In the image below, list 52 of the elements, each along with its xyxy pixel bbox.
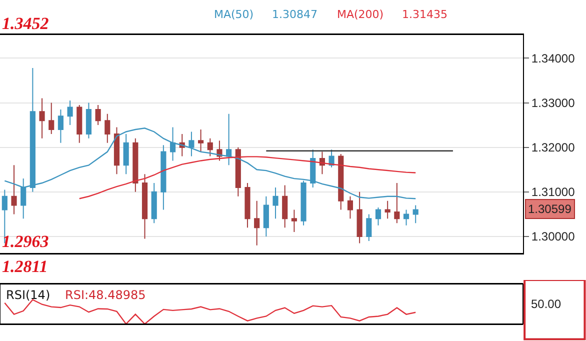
candlestick <box>114 126 120 175</box>
candlestick <box>356 191 362 244</box>
text: MA(50) <box>214 8 254 21</box>
candlestick <box>338 154 344 210</box>
candlestick <box>384 200 390 220</box>
annotation: RSI:48.48985 <box>65 288 146 302</box>
text: 1.31435 <box>402 8 448 21</box>
candlestick <box>263 196 269 238</box>
candlestick <box>142 174 148 240</box>
candlestick <box>244 182 250 228</box>
candlestick <box>403 209 410 226</box>
candlestick <box>123 133 129 175</box>
y-tick-label: 1.31000 <box>531 185 576 200</box>
y-tick-label: 1.33000 <box>531 96 576 110</box>
candlestick <box>160 144 166 210</box>
candlestick <box>347 196 354 220</box>
candlestick <box>58 108 64 144</box>
candlestick <box>412 204 418 224</box>
candlestick <box>48 102 54 134</box>
text: 1.30847 <box>272 8 318 21</box>
annotation: 1.2963 <box>2 232 50 251</box>
candlestick <box>11 164 17 215</box>
text: MA(200) <box>337 8 384 21</box>
candlestick <box>198 129 204 152</box>
candlestick <box>86 102 92 139</box>
text: 1.30599 <box>528 202 572 216</box>
candlestick <box>375 207 382 226</box>
candlestick <box>95 104 101 126</box>
candlestick <box>254 200 260 246</box>
candlestick <box>39 98 45 139</box>
candlestick <box>67 100 73 126</box>
candlestick <box>291 209 297 233</box>
y-tick-label: 1.34000 <box>531 51 576 66</box>
y-tick-label: 1.32000 <box>531 140 576 155</box>
candlestick <box>394 182 400 224</box>
text: 1.3452 <box>2 14 50 33</box>
candlestick <box>235 146 241 197</box>
text: 50.00 <box>531 297 562 311</box>
candlestick <box>272 186 278 220</box>
line-series <box>78 156 416 200</box>
candlestick <box>76 104 82 144</box>
candlestick <box>132 138 138 192</box>
text: 1.2811 <box>2 257 48 276</box>
candlestick <box>207 138 213 157</box>
y-tick-label: 1.30000 <box>531 230 576 244</box>
candlestick <box>104 113 110 144</box>
candlestick <box>151 182 157 224</box>
candlestick <box>366 214 372 242</box>
candlestick <box>188 131 194 157</box>
chart-title: RSI(14) <box>6 288 50 302</box>
candlestick <box>310 149 316 188</box>
candlestick <box>282 184 288 228</box>
